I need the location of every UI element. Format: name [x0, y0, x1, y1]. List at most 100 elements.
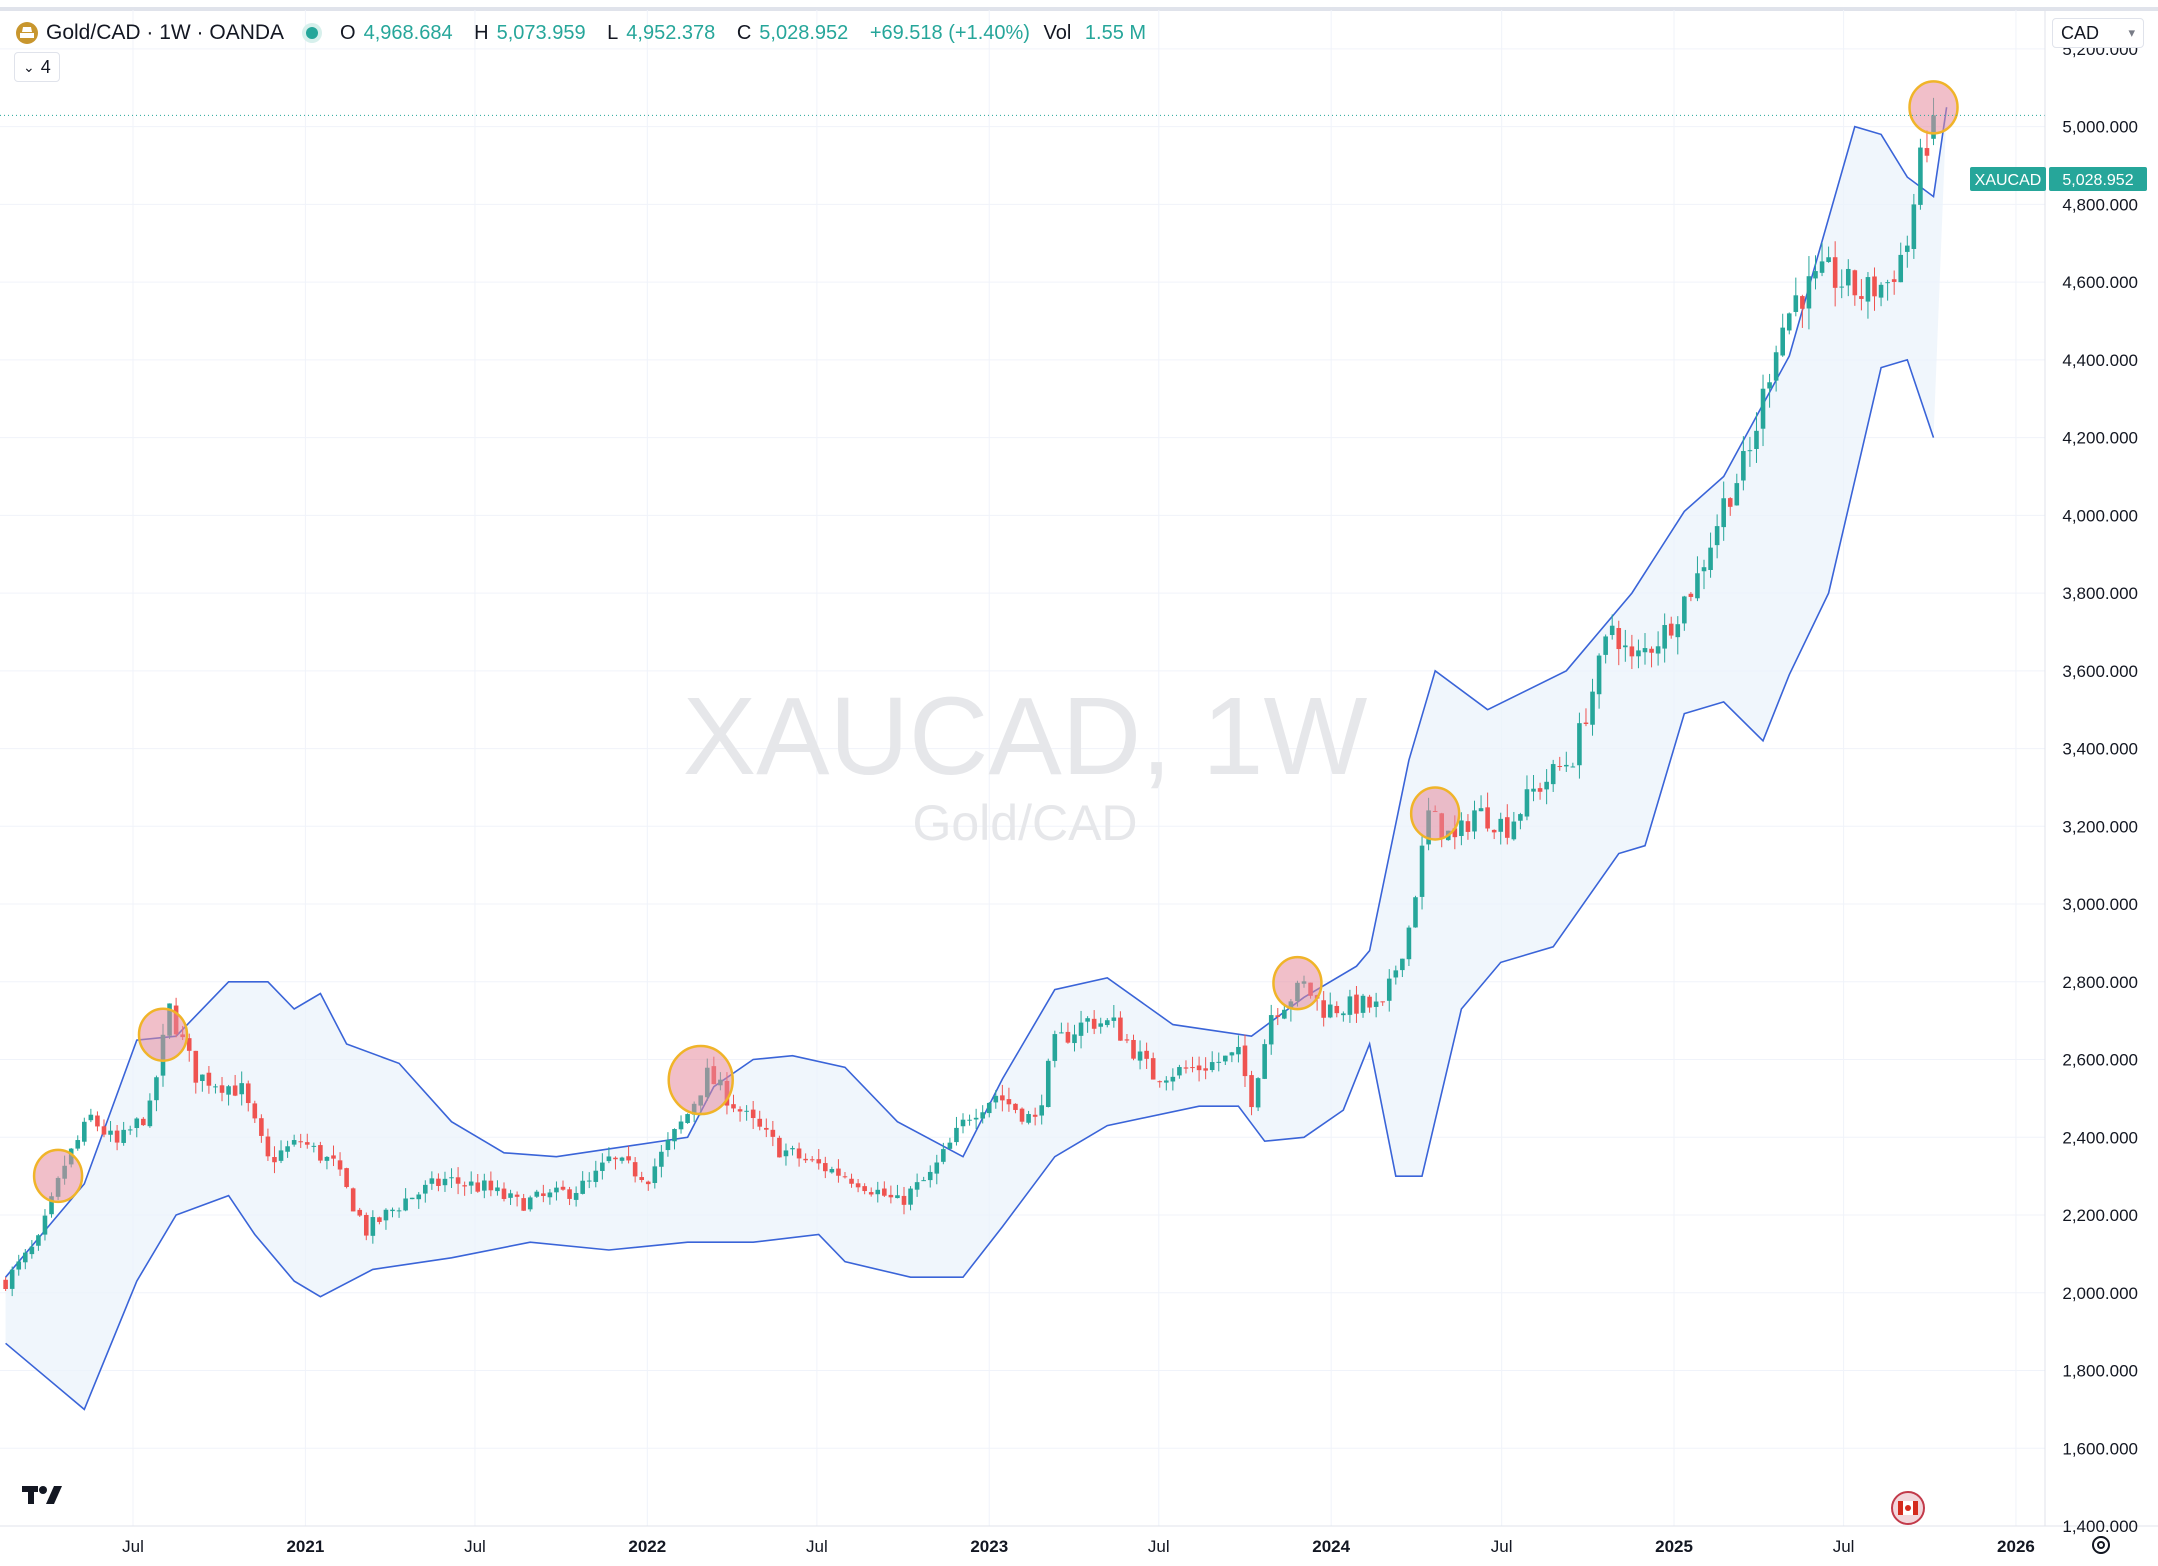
market-status-dot[interactable]	[306, 27, 319, 39]
candle-body	[1183, 1067, 1189, 1069]
candle-body	[1019, 1108, 1025, 1122]
gear-icon[interactable]	[2092, 1536, 2110, 1554]
candle-body	[1223, 1055, 1228, 1062]
time-tick-label: Jul	[1833, 1537, 1855, 1556]
candle-body	[1360, 995, 1366, 1013]
indicators-toggle-button[interactable]: ⌄ 4	[14, 52, 60, 82]
high-value: 5,073.959	[496, 21, 586, 44]
candle-body	[134, 1118, 140, 1129]
candle-body	[200, 1074, 205, 1082]
price-tick-label: 2,000.000	[2062, 1284, 2138, 1303]
price-tick-label: 4,800.000	[2062, 195, 2138, 214]
candle-body	[1078, 1022, 1084, 1036]
candle-body	[1268, 1015, 1274, 1045]
candle-body	[1413, 897, 1418, 928]
candle-body	[901, 1195, 907, 1205]
candle-body	[403, 1198, 408, 1211]
price-tick-label: 4,600.000	[2062, 273, 2138, 292]
candle-body	[895, 1195, 900, 1199]
price-tick-label: 3,400.000	[2062, 740, 2138, 759]
candle-body	[1341, 1013, 1346, 1016]
candle-body	[960, 1119, 966, 1127]
symbol-title[interactable]: Gold/CAD · 1W · OANDA	[46, 21, 285, 44]
candle-body	[1491, 829, 1497, 833]
candle-body	[1150, 1058, 1156, 1080]
price-tick-label: 3,200.000	[2062, 817, 2138, 836]
candle-body	[1603, 636, 1608, 655]
candle-body	[377, 1217, 382, 1222]
candle-body	[1590, 691, 1595, 725]
candle-body	[1708, 547, 1713, 570]
candle-body	[757, 1118, 763, 1127]
candle-body	[796, 1148, 802, 1159]
candle-body	[1872, 276, 1877, 297]
candle-body	[462, 1185, 467, 1187]
candle-body	[954, 1127, 959, 1143]
candle-body	[265, 1136, 271, 1157]
tradingview-logo[interactable]	[22, 1486, 62, 1504]
candle-body	[1727, 498, 1733, 507]
candle-body	[291, 1140, 297, 1145]
candle-body	[1760, 388, 1766, 429]
candle-body	[206, 1072, 212, 1086]
ohlc-values: O 4,968.684 H 5,073.959 L 4,952.378 C 5,028.…	[340, 22, 1162, 45]
candle-body	[82, 1121, 87, 1142]
price-tick-label: 2,600.000	[2062, 1051, 2138, 1070]
candle-body	[527, 1197, 533, 1210]
candle-body	[436, 1178, 441, 1186]
candle-body	[396, 1210, 402, 1212]
candle-body	[639, 1177, 644, 1180]
time-axis[interactable]: Jul 2021 Jul 2022 Jul 2023 Jul 2024 Jul 2025 Jul 20…	[122, 1537, 2035, 1556]
candle-body	[1518, 814, 1523, 821]
candle-body	[1472, 810, 1477, 832]
candle-body	[941, 1149, 946, 1162]
candle-body	[1104, 1020, 1110, 1026]
canada-flag-icon[interactable]	[1891, 1491, 1925, 1525]
candle-body	[855, 1183, 861, 1188]
candle-body	[429, 1178, 435, 1184]
candle-body	[1190, 1067, 1195, 1069]
candle-body	[95, 1115, 100, 1127]
candle-body	[1629, 646, 1635, 657]
candle-body	[744, 1110, 749, 1112]
candle-body	[1000, 1095, 1005, 1101]
candle-body	[888, 1194, 894, 1198]
candle-body	[1773, 352, 1779, 381]
candle-body	[947, 1142, 953, 1149]
candle-body	[573, 1192, 579, 1200]
candle-body	[750, 1109, 756, 1119]
candle-body	[298, 1141, 304, 1143]
candle-body	[278, 1150, 284, 1161]
candle-body	[1655, 646, 1661, 654]
candle-body	[1386, 978, 1392, 1001]
time-tick-label: Jul	[464, 1537, 486, 1556]
candle-body	[1052, 1034, 1058, 1061]
candle-body	[1524, 789, 1530, 817]
candle-body	[1098, 1023, 1104, 1027]
candle-body	[1091, 1018, 1097, 1029]
candle-body	[331, 1155, 336, 1159]
open-value: 4,968.684	[363, 21, 453, 44]
price-axis[interactable]: 1,400.000 1,600.000 1,800.000 2,000.000 2,20…	[2062, 40, 2138, 1536]
currency-value: CAD	[2061, 22, 2100, 43]
candle-body	[514, 1194, 520, 1197]
logo-stem	[28, 1486, 34, 1504]
candle-body	[16, 1261, 22, 1270]
candle-body	[1354, 994, 1359, 1014]
candle-body	[36, 1235, 41, 1246]
candle-body	[1026, 1114, 1031, 1123]
gear-outer	[2092, 1536, 2110, 1554]
price-tick-label: 2,800.000	[2062, 973, 2138, 992]
candle-body	[685, 1114, 690, 1123]
candle-body	[632, 1162, 638, 1177]
candle-body	[1124, 1039, 1130, 1041]
candle-body	[259, 1118, 264, 1136]
candle-body	[1373, 1001, 1379, 1007]
currency-selector[interactable]: CAD ▾	[2052, 18, 2144, 48]
candle-body	[1675, 624, 1681, 638]
candle-body	[1813, 271, 1818, 279]
candle-body	[882, 1188, 887, 1196]
candle-body	[1236, 1046, 1241, 1055]
candle-body	[232, 1085, 238, 1096]
